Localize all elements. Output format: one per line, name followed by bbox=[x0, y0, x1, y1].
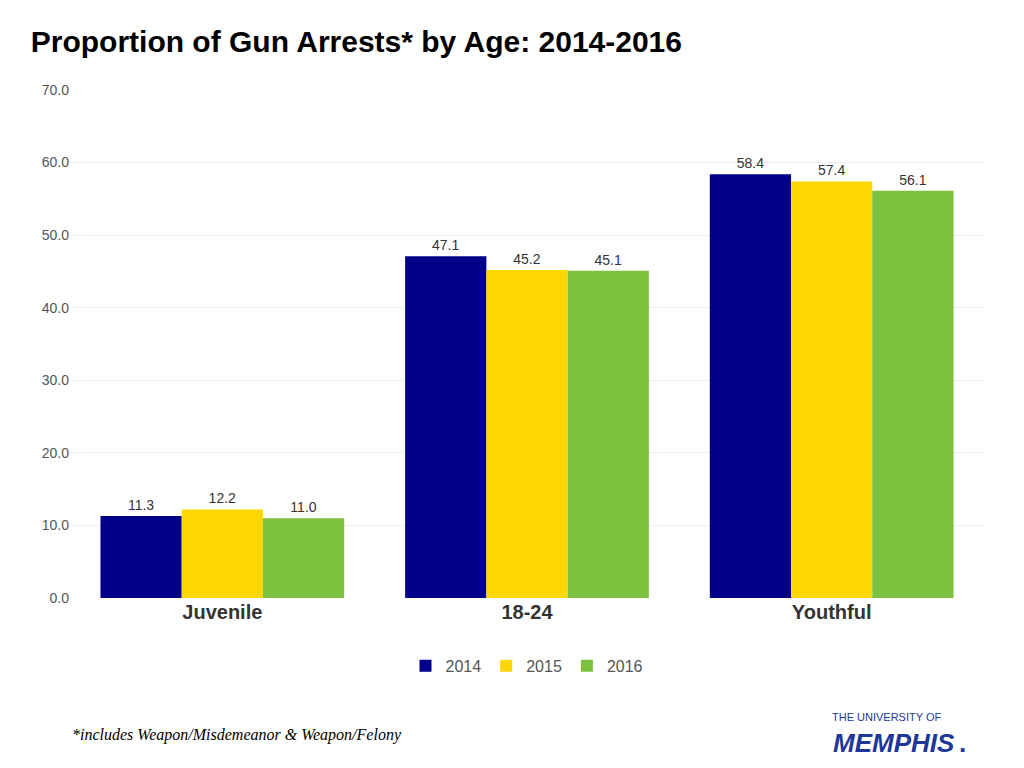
svg-text:50.0: 50.0 bbox=[42, 227, 69, 243]
svg-text:2015: 2015 bbox=[526, 658, 562, 675]
svg-text:70.0: 70.0 bbox=[42, 82, 69, 98]
svg-text:18-24: 18-24 bbox=[501, 601, 553, 623]
svg-text:47.1: 47.1 bbox=[432, 237, 459, 253]
svg-text:Juvenile: Juvenile bbox=[182, 601, 262, 623]
svg-text:57.4: 57.4 bbox=[818, 162, 845, 178]
svg-text:MEMPHIS: MEMPHIS bbox=[833, 728, 955, 758]
svg-text:Youthful: Youthful bbox=[792, 601, 872, 623]
svg-text:45.1: 45.1 bbox=[595, 252, 622, 268]
svg-text:30.0: 30.0 bbox=[42, 372, 69, 388]
svg-text:2014: 2014 bbox=[446, 658, 482, 675]
svg-text:.: . bbox=[959, 728, 966, 758]
svg-text:11.0: 11.0 bbox=[290, 499, 316, 515]
svg-text:0.0: 0.0 bbox=[50, 590, 70, 606]
svg-text:58.4: 58.4 bbox=[737, 155, 764, 171]
svg-text:12.2: 12.2 bbox=[209, 490, 236, 506]
svg-text:20.0: 20.0 bbox=[42, 445, 69, 461]
svg-text:56.1: 56.1 bbox=[899, 172, 926, 188]
svg-text:45.2: 45.2 bbox=[513, 251, 540, 267]
svg-text:60.0: 60.0 bbox=[42, 154, 69, 170]
svg-text:10.0: 10.0 bbox=[42, 517, 69, 533]
svg-text:2016: 2016 bbox=[607, 658, 643, 675]
svg-text:*includes Weapon/Misdemeanor &: *includes Weapon/Misdemeanor & Weapon/Fe… bbox=[72, 726, 402, 744]
svg-text:Proportion of Gun Arrests* by: Proportion of Gun Arrests* by Age: 2014-… bbox=[31, 25, 682, 58]
svg-text:40.0: 40.0 bbox=[42, 300, 69, 316]
svg-text:11.3: 11.3 bbox=[128, 497, 154, 513]
svg-text:THE UNIVERSITY OF: THE UNIVERSITY OF bbox=[832, 711, 941, 723]
